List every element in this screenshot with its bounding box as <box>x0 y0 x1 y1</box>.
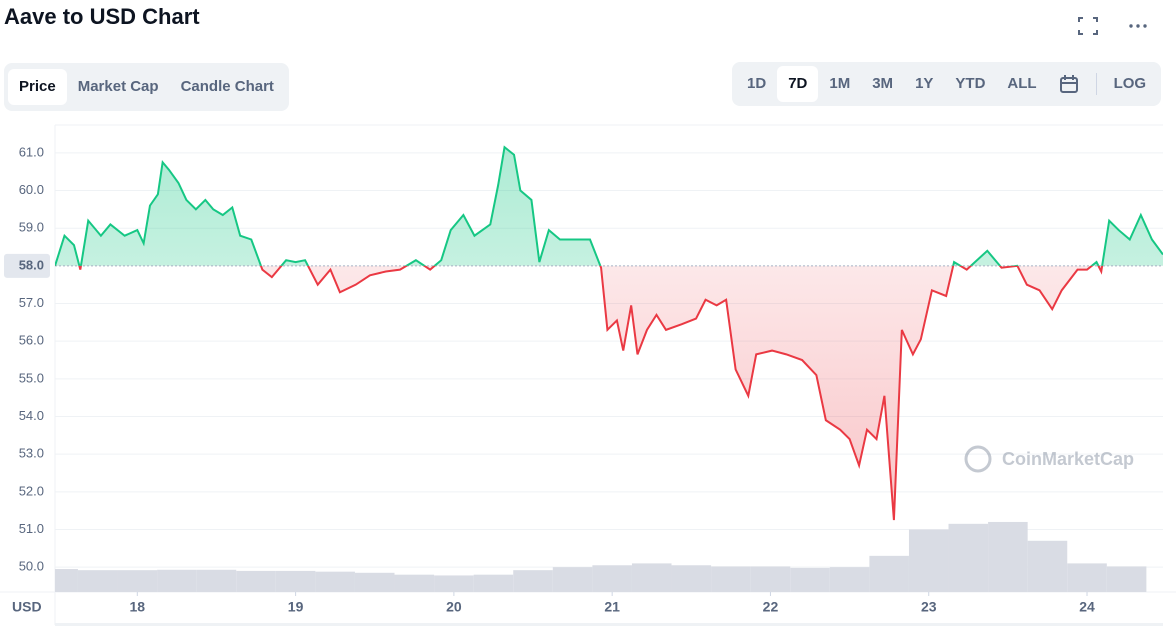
tab[interactable]: Price <box>8 69 67 105</box>
volume-bar <box>117 570 158 592</box>
x-axis-label: USD <box>12 599 42 615</box>
y-tick-label: 57.0 <box>19 295 44 310</box>
x-tick-label: 20 <box>446 599 462 615</box>
volume-bar <box>711 566 751 592</box>
x-tick-label: 24 <box>1079 599 1095 615</box>
watermark: CoinMarketCap <box>964 445 1134 473</box>
area-down <box>79 265 1103 521</box>
volume-bar <box>908 529 949 592</box>
y-tick-label: 53.0 <box>19 446 44 461</box>
y-tick-label: 55.0 <box>19 370 44 385</box>
baseline-label: 58.0 <box>19 257 44 272</box>
price-line-down <box>55 265 1104 521</box>
range-button[interactable]: YTD <box>955 75 986 92</box>
area-up <box>55 147 1163 266</box>
volume-bar <box>55 569 78 592</box>
volume-bar <box>1067 563 1107 592</box>
volume-bar <box>1106 566 1147 592</box>
volume-bar <box>513 570 553 592</box>
x-tick-label: 22 <box>763 599 779 615</box>
tab[interactable]: Market Cap <box>77 78 159 95</box>
y-tick-label: 50.0 <box>19 559 44 574</box>
volume-bar <box>671 565 712 592</box>
volume-bar <box>552 567 593 592</box>
y-tick-label: 59.0 <box>19 220 44 235</box>
range-button[interactable]: ALL <box>1007 75 1037 92</box>
volume-bar <box>157 569 197 592</box>
volume-bar <box>315 571 355 592</box>
volume-bar <box>275 570 316 592</box>
x-tick-label: 23 <box>921 599 937 615</box>
more-icon[interactable] <box>1127 16 1149 36</box>
watermark-text: CoinMarketCap <box>1002 449 1134 469</box>
range-button[interactable]: 1D <box>747 75 767 92</box>
y-tick-label: 54.0 <box>19 408 44 423</box>
volume-bar <box>790 567 830 592</box>
volume-bar <box>394 574 435 592</box>
volume-bar <box>354 572 395 592</box>
chart-title: Aave to USD Chart <box>4 4 200 29</box>
range-button[interactable]: 3M <box>872 75 894 92</box>
range-button[interactable]: 7D <box>777 66 819 102</box>
volume-bar <box>434 575 474 592</box>
fullscreen-icon[interactable] <box>1077 16 1099 36</box>
volume-bar <box>750 566 791 592</box>
separator <box>1095 73 1097 95</box>
range-button[interactable]: 1M <box>829 75 851 92</box>
baseline-label-box <box>4 253 50 278</box>
calendar-icon <box>1059 75 1078 94</box>
x-tick-label: 18 <box>130 599 146 615</box>
log-toggle[interactable]: LOG <box>1113 75 1147 92</box>
volume-bar <box>473 574 514 592</box>
volume-bar <box>948 523 989 592</box>
tab[interactable]: Candle Chart <box>180 78 274 95</box>
scroll-track <box>55 623 1163 626</box>
volume-bar <box>592 565 632 592</box>
range-button[interactable]: 1Y <box>915 75 934 92</box>
y-tick-label: 61.0 <box>19 144 44 159</box>
y-tick-label: 60.0 <box>19 182 44 197</box>
volume-bar <box>236 570 276 592</box>
volume-bar <box>869 555 909 592</box>
volume-bar <box>829 567 870 592</box>
y-tick-label: 51.0 <box>19 521 44 536</box>
volume-bar <box>988 521 1028 592</box>
x-tick-label: 21 <box>604 599 620 615</box>
range-group: 1D 7D 1M 3M 1Y YTD ALL LOG <box>732 62 1162 106</box>
y-tick-label: 52.0 <box>19 483 44 498</box>
y-tick-label: 56.0 <box>19 333 44 348</box>
calendar-button[interactable] <box>1048 66 1090 102</box>
price-line-up <box>55 145 1163 266</box>
volume-bar <box>196 569 237 592</box>
tab-group: Price Market Cap Candle Chart <box>4 63 289 111</box>
volume-bar <box>1027 540 1068 592</box>
x-tick-label: 19 <box>288 599 304 615</box>
volume-bar <box>631 563 672 592</box>
volume-bar <box>77 570 118 592</box>
